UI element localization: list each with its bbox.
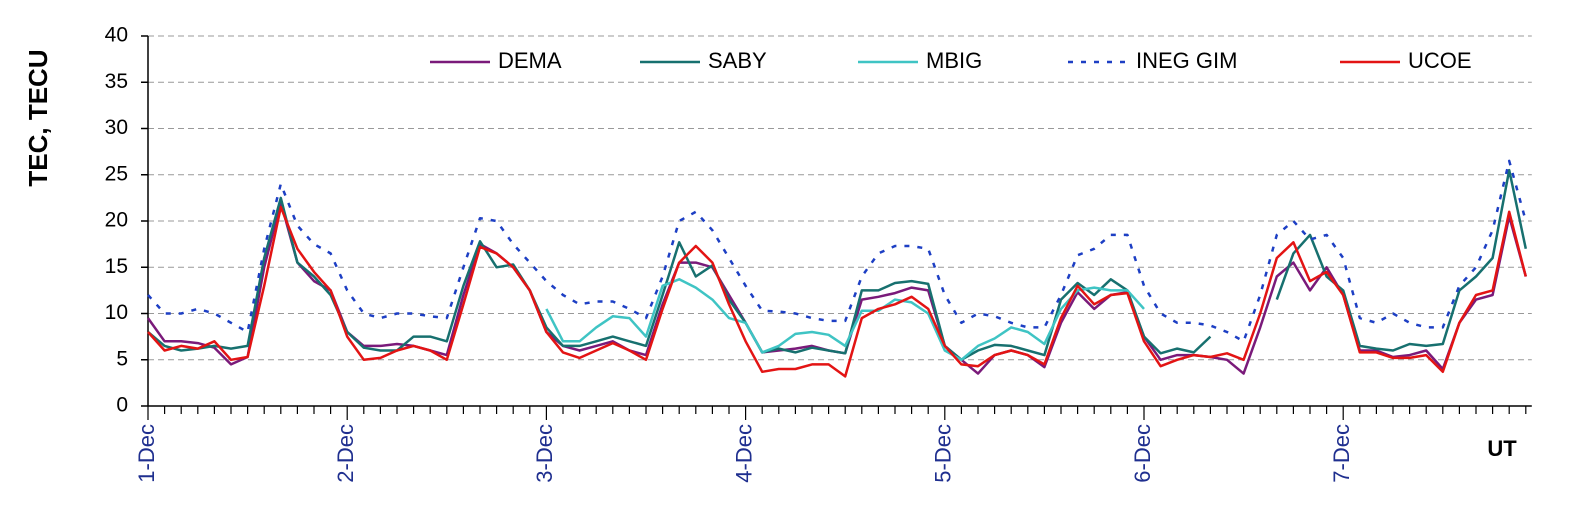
x-tick-label: 1-Dec (134, 424, 159, 483)
legend-label: INEG GIM (1136, 48, 1237, 73)
legend-label: SABY (708, 48, 767, 73)
x-tick-label: 4-Dec (731, 424, 756, 483)
y-axis-label: TEC, TECU (23, 49, 53, 186)
series-line (147, 205, 1528, 378)
y-tick-label: 35 (105, 70, 128, 93)
y-tick-label: 30 (105, 116, 128, 139)
x-tick-label: 7-Dec (1329, 424, 1354, 483)
y-tick-label: 25 (105, 162, 128, 185)
x-axis-label: UT (1487, 436, 1517, 461)
series-line (147, 168, 1528, 362)
x-tick-label: 6-Dec (1130, 424, 1155, 483)
series-line (545, 278, 1145, 362)
y-tick-label: 5 (116, 347, 128, 370)
y-tick-label: 15 (105, 255, 128, 278)
legend-label: MBIG (926, 48, 982, 73)
legend-label: DEMA (498, 48, 562, 73)
y-tick-label: 0 (116, 394, 128, 417)
x-tick-label: 5-Dec (931, 424, 956, 483)
y-tick-label: 40 (105, 24, 128, 47)
x-tick-label: 2-Dec (333, 424, 358, 483)
series-line (147, 159, 1528, 343)
legend-label: UCOE (1408, 48, 1472, 73)
x-tick-label: 3-Dec (532, 424, 557, 483)
y-tick-label: 10 (105, 301, 128, 324)
y-tick-label: 20 (105, 209, 128, 232)
